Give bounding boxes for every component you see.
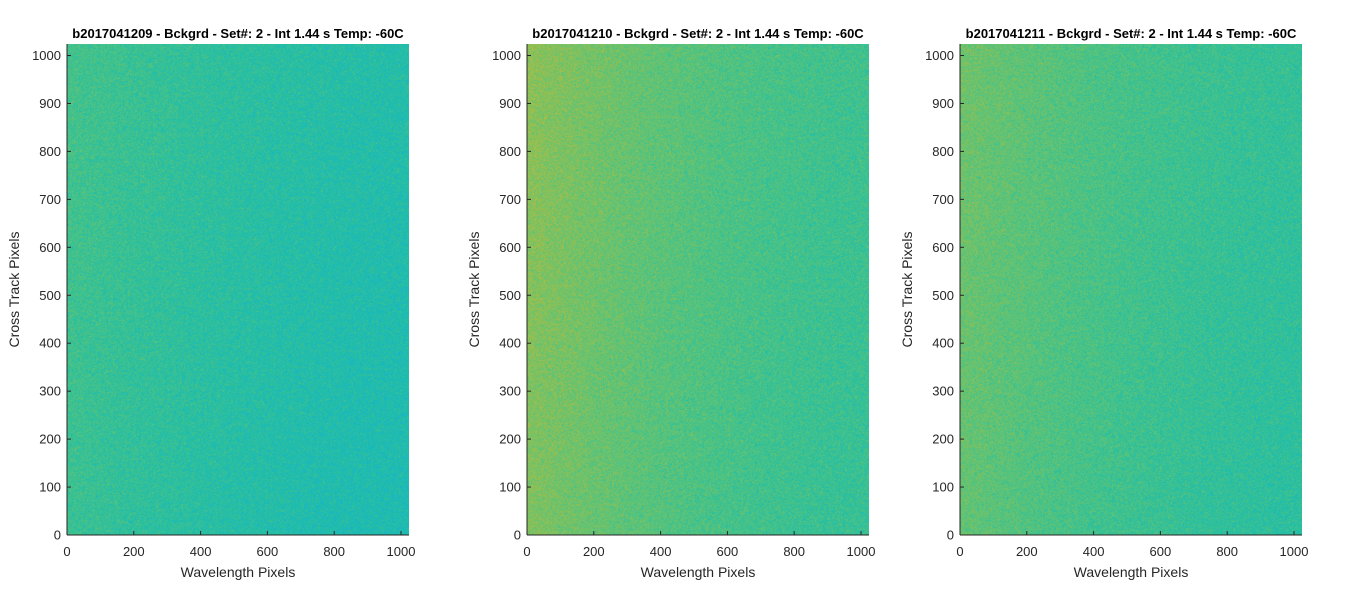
y-tick-label: 200 [932, 432, 954, 447]
chart-panel-1: 0 200 400 600 800 1000 0 100 200 300 400 500 600 700 8… [6, 26, 415, 580]
y-axis-label: Cross Track Pixels [6, 232, 22, 348]
x-tick-label: 600 [1150, 544, 1172, 559]
y-tick-label: 0 [54, 528, 61, 543]
x-tick-label: 600 [717, 544, 739, 559]
chart-panel-3: 0 200 400 600 800 1000 0 100 200 300 400 500 600 700 8… [899, 26, 1308, 580]
chart-panel-2: 0 200 400 600 800 1000 0 100 200 300 400 500 600 700 8… [466, 26, 875, 580]
x-tick-label: 1000 [387, 544, 416, 559]
x-tick-label: 0 [956, 544, 963, 559]
y-tick-label: 600 [39, 240, 61, 255]
x-tick-label: 0 [523, 544, 530, 559]
y-tick-label: 1000 [925, 48, 954, 63]
y-tick-label: 1000 [32, 48, 61, 63]
y-axis-label: Cross Track Pixels [899, 232, 915, 348]
y-tick-label: 700 [499, 192, 521, 207]
y-tick-label: 200 [39, 432, 61, 447]
y-tick-label: 400 [499, 336, 521, 351]
y-tick-label: 800 [499, 144, 521, 159]
y-tick-label: 700 [932, 192, 954, 207]
x-tick-label: 0 [63, 544, 70, 559]
y-tick-label: 600 [932, 240, 954, 255]
x-tick-label: 200 [1016, 544, 1038, 559]
x-axis-label: Wavelength Pixels [641, 564, 756, 580]
x-tick-label: 400 [650, 544, 672, 559]
y-tick-label: 800 [39, 144, 61, 159]
y-tick-label: 300 [932, 384, 954, 399]
y-tick-label: 300 [39, 384, 61, 399]
y-tick-label: 1000 [492, 48, 521, 63]
x-tick-label: 800 [783, 544, 805, 559]
heatmap-image [67, 44, 409, 535]
y-tick-label: 500 [39, 288, 61, 303]
heatmap-image [527, 44, 869, 535]
y-tick-label: 900 [499, 96, 521, 111]
x-axis-label: Wavelength Pixels [181, 564, 296, 580]
y-tick-label: 500 [932, 288, 954, 303]
y-tick-label: 200 [499, 432, 521, 447]
y-tick-label: 300 [499, 384, 521, 399]
x-tick-label: 600 [257, 544, 279, 559]
y-tick-label: 400 [39, 336, 61, 351]
y-tick-label: 600 [499, 240, 521, 255]
y-tick-label: 900 [932, 96, 954, 111]
x-tick-label: 800 [323, 544, 345, 559]
y-tick-label: 700 [39, 192, 61, 207]
chart-title: b2017041211 - Bckgrd - Set#: 2 - Int 1.4… [966, 26, 1297, 41]
y-tick-label: 500 [499, 288, 521, 303]
x-tick-label: 800 [1216, 544, 1238, 559]
y-tick-label: 400 [932, 336, 954, 351]
y-tick-label: 100 [39, 480, 61, 495]
x-tick-label: 400 [1083, 544, 1105, 559]
y-axis-label: Cross Track Pixels [466, 232, 482, 348]
x-tick-label: 400 [190, 544, 212, 559]
y-tick-label: 100 [932, 480, 954, 495]
chart-title: b2017041210 - Bckgrd - Set#: 2 - Int 1.4… [532, 26, 864, 41]
y-tick-label: 800 [932, 144, 954, 159]
y-tick-label: 0 [947, 528, 954, 543]
x-axis-label: Wavelength Pixels [1074, 564, 1189, 580]
chart-title: b2017041209 - Bckgrd - Set#: 2 - Int 1.4… [72, 26, 404, 41]
x-tick-label: 200 [583, 544, 605, 559]
y-tick-label: 100 [499, 480, 521, 495]
x-tick-label: 1000 [1280, 544, 1309, 559]
heatmap-image [960, 44, 1302, 535]
x-tick-label: 200 [123, 544, 145, 559]
y-tick-label: 900 [39, 96, 61, 111]
y-tick-label: 0 [514, 528, 521, 543]
x-tick-label: 1000 [847, 544, 876, 559]
